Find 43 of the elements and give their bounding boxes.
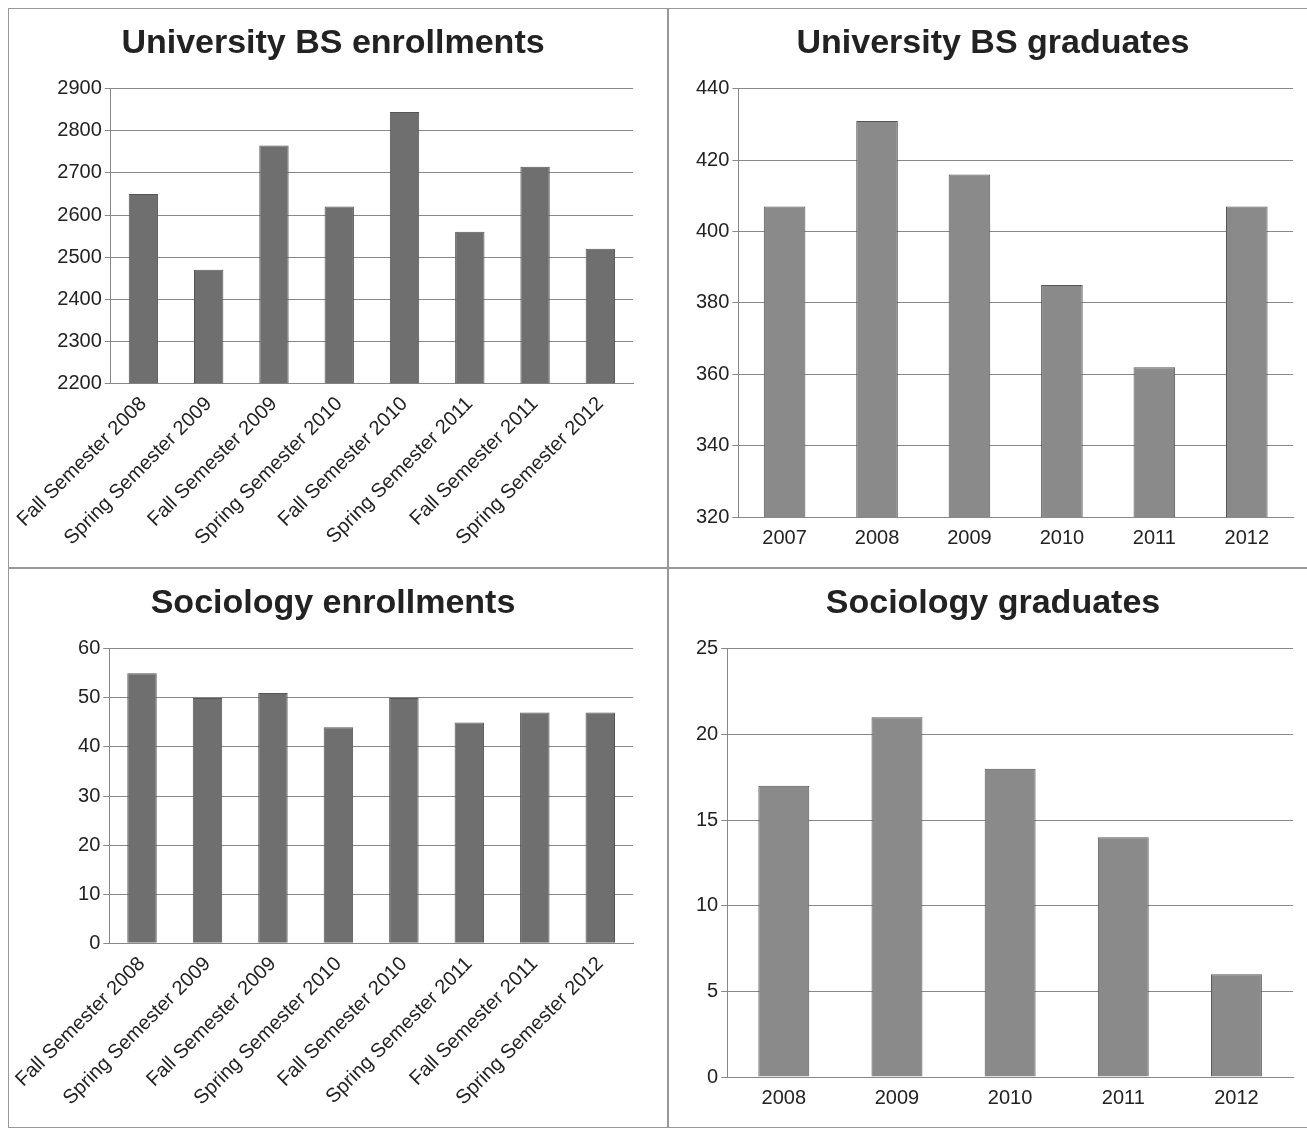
y-tick-label: 40 bbox=[78, 734, 101, 757]
y-tick-label: 20 bbox=[696, 721, 719, 744]
y-tick-label: 0 bbox=[707, 1064, 719, 1087]
y-tick-label: 440 bbox=[695, 76, 730, 99]
y-tick-label: 2500 bbox=[57, 244, 102, 267]
y-tick-label: 420 bbox=[695, 147, 730, 170]
y-tick-label: 2600 bbox=[57, 202, 102, 225]
y-tick-label: 2700 bbox=[57, 160, 102, 183]
y-tick-label: 400 bbox=[695, 219, 730, 242]
y-tick-label: 10 bbox=[696, 893, 719, 916]
x-tick-label: 2012 bbox=[1214, 1085, 1259, 1108]
y-tick-label: 20 bbox=[78, 832, 101, 855]
y-tick-label: 2300 bbox=[57, 328, 102, 351]
y-tick-label: 15 bbox=[696, 807, 719, 830]
y-tick-label: 360 bbox=[695, 361, 730, 384]
y-tick-label: 25 bbox=[696, 636, 719, 659]
y-tick-label: 2400 bbox=[57, 286, 102, 309]
y-tick-label: 320 bbox=[695, 504, 730, 527]
x-tick-label: 2008 bbox=[761, 1085, 807, 1108]
x-tick-label: 2009 bbox=[874, 1085, 920, 1108]
x-tick-label: 2007 bbox=[762, 525, 807, 548]
x-tick-label: 2011 bbox=[1132, 525, 1176, 548]
x-tick-label: 2008 bbox=[854, 525, 900, 548]
chart-title: Sociology enrollments bbox=[150, 581, 516, 620]
y-tick-label: 50 bbox=[78, 685, 101, 708]
x-tick-label: 2009 bbox=[947, 525, 992, 548]
y-tick-label: 0 bbox=[89, 930, 101, 953]
y-tick-label: 60 bbox=[78, 636, 101, 659]
x-tick-label: 2011 bbox=[1101, 1085, 1145, 1108]
y-tick-label: 5 bbox=[707, 978, 719, 1001]
x-tick-label: 2010 bbox=[1039, 525, 1085, 548]
y-tick-label: 2800 bbox=[57, 118, 102, 141]
x-tick-label: 2010 bbox=[987, 1085, 1033, 1108]
x-tick-label: 2012 bbox=[1224, 525, 1270, 548]
y-tick-label: 340 bbox=[695, 433, 730, 456]
chart-title: University BS graduates bbox=[796, 21, 1190, 60]
y-tick-label: 2200 bbox=[57, 370, 102, 393]
chart-title: University BS enrollments bbox=[121, 21, 545, 60]
chart-title: Sociology graduates bbox=[825, 581, 1161, 620]
y-tick-label: 10 bbox=[78, 881, 101, 904]
y-tick-label: 30 bbox=[78, 783, 101, 806]
y-tick-label: 2900 bbox=[57, 76, 102, 99]
y-tick-label: 380 bbox=[695, 290, 730, 313]
